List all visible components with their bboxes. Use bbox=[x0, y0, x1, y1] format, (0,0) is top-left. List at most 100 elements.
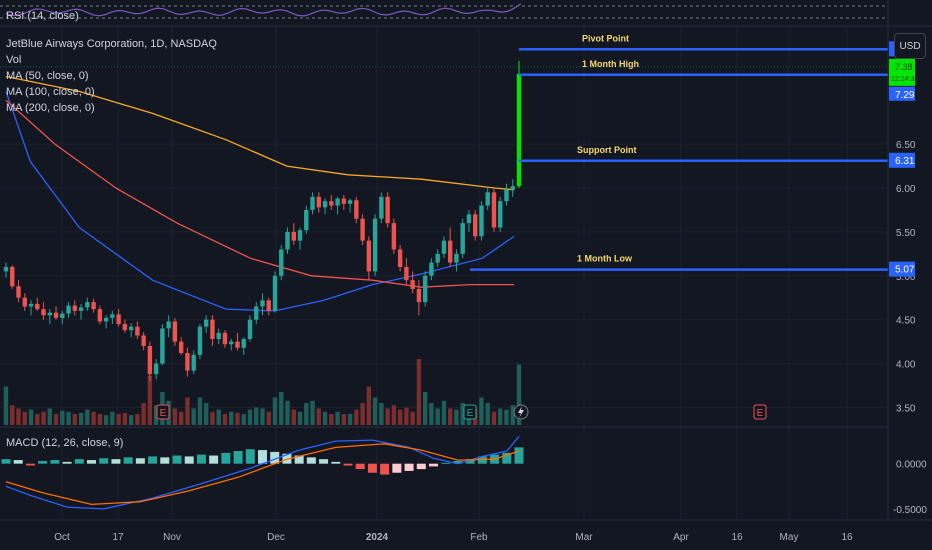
volume-bar bbox=[347, 414, 353, 425]
macd-histogram-bar bbox=[38, 460, 48, 464]
price-tick-label: 6.00 bbox=[896, 184, 916, 195]
candle-body bbox=[172, 321, 178, 342]
volume-bar bbox=[3, 386, 9, 425]
candle-body bbox=[110, 314, 115, 318]
candle-body bbox=[16, 286, 21, 298]
volume-bar bbox=[78, 412, 84, 425]
level-price-label: 5.07 bbox=[895, 265, 915, 276]
macd-histogram-bar bbox=[62, 461, 72, 464]
candle-body bbox=[335, 198, 340, 206]
candle-body bbox=[360, 218, 365, 241]
lightning-icon[interactable] bbox=[513, 404, 529, 420]
candle-body bbox=[285, 231, 290, 250]
volume-bar bbox=[329, 414, 334, 425]
volume-bar bbox=[247, 409, 253, 425]
candle-body bbox=[47, 312, 52, 316]
candle-body bbox=[260, 300, 265, 307]
volume-bar bbox=[122, 412, 128, 425]
candle-body bbox=[3, 267, 9, 272]
volume-bar bbox=[516, 364, 522, 425]
last-price-label: 7.38 bbox=[895, 62, 913, 72]
volume-bar bbox=[35, 414, 40, 425]
macd-histogram-bar bbox=[99, 458, 109, 464]
macd-histogram-bar bbox=[258, 450, 267, 464]
time-tick-label: Nov bbox=[163, 532, 181, 543]
ma-line bbox=[5, 75, 515, 191]
candle-body bbox=[385, 196, 390, 224]
candle-body bbox=[447, 240, 453, 263]
price-tick-label: 4.50 bbox=[896, 316, 916, 327]
candle-body bbox=[72, 305, 78, 311]
candle-body bbox=[366, 240, 372, 272]
signal-line bbox=[5, 443, 520, 506]
legend-ma100: MA (100, close, 0) bbox=[6, 86, 95, 98]
candle-body bbox=[254, 306, 259, 320]
candle-body bbox=[41, 309, 46, 316]
volume-bar bbox=[279, 392, 284, 425]
candle-body bbox=[78, 307, 84, 311]
volume-bar bbox=[135, 414, 140, 425]
volume-bar bbox=[216, 409, 221, 425]
candle-body bbox=[316, 196, 322, 208]
candle-body bbox=[454, 253, 459, 263]
macd-label: MACD (12, 26, close, 9) bbox=[6, 437, 123, 449]
candle-body bbox=[404, 267, 409, 281]
macd-histogram-bar bbox=[111, 459, 121, 464]
volume-bar bbox=[447, 408, 453, 425]
candle-body bbox=[153, 363, 159, 375]
candle-body bbox=[422, 275, 428, 303]
macd-histogram-bar bbox=[380, 463, 390, 475]
volume-bar bbox=[72, 414, 78, 425]
candle-body bbox=[203, 319, 209, 327]
time-axis[interactable]: Oct 17 Nov Dec 2024 Feb Mar Apr 16 May 16 bbox=[54, 532, 853, 543]
volume-bar bbox=[172, 408, 178, 425]
candle-body bbox=[160, 328, 165, 364]
earnings-icon[interactable]: E bbox=[463, 404, 477, 420]
macd-histogram-bar bbox=[160, 457, 170, 464]
candle-body bbox=[247, 319, 253, 339]
price-axis[interactable]: 6.506.005.505.004.504.003.507.587.296.31… bbox=[889, 41, 927, 516]
macd-histogram-bar bbox=[331, 461, 341, 464]
candle-body bbox=[10, 267, 15, 287]
earnings-icon[interactable]: E bbox=[753, 404, 767, 420]
macd-histogram-bar bbox=[13, 460, 23, 464]
candle-body bbox=[210, 319, 215, 339]
volume-bar bbox=[479, 397, 484, 425]
macd-histogram-bar bbox=[245, 449, 255, 464]
currency-button[interactable]: USD bbox=[894, 33, 926, 59]
volume-bar bbox=[397, 409, 403, 425]
candle-body bbox=[60, 313, 65, 318]
candle-body bbox=[197, 326, 203, 355]
macd-histogram-bar bbox=[514, 447, 524, 464]
earnings-icon[interactable]: E bbox=[156, 404, 170, 420]
candle-body bbox=[185, 353, 190, 371]
candlesticks[interactable] bbox=[3, 60, 522, 382]
volume-bar bbox=[510, 405, 515, 425]
candle-body bbox=[329, 201, 334, 206]
volume-bar bbox=[60, 410, 65, 425]
volume-bar bbox=[272, 397, 278, 425]
candle-body bbox=[504, 189, 509, 202]
candle-body bbox=[35, 303, 40, 310]
volume-bar bbox=[203, 403, 209, 425]
time-tick-label: 17 bbox=[112, 532, 124, 543]
time-tick-label: Mar bbox=[575, 532, 593, 543]
volume-bar bbox=[316, 408, 322, 425]
candle-body bbox=[441, 240, 447, 254]
time-tick-label: Dec bbox=[267, 532, 285, 543]
volume-bar bbox=[41, 411, 46, 425]
earnings-markers[interactable]: E E E bbox=[156, 404, 767, 420]
macd-histogram-bar bbox=[404, 463, 414, 471]
candle-body bbox=[279, 249, 284, 276]
volume-bar bbox=[91, 411, 96, 425]
low-price-label: 7.29 bbox=[895, 90, 915, 101]
candle-body bbox=[229, 341, 234, 345]
level-price-tag bbox=[889, 152, 915, 168]
volume-bar bbox=[429, 403, 434, 425]
price-levels[interactable]: Pivot Point 1 Month High Support Point 1 Mo… bbox=[470, 33, 888, 271]
candle-body bbox=[310, 196, 315, 210]
volume-bar bbox=[372, 397, 378, 425]
macd-low-label: -0.5000 bbox=[893, 505, 927, 516]
time-tick-label: Apr bbox=[673, 532, 689, 543]
